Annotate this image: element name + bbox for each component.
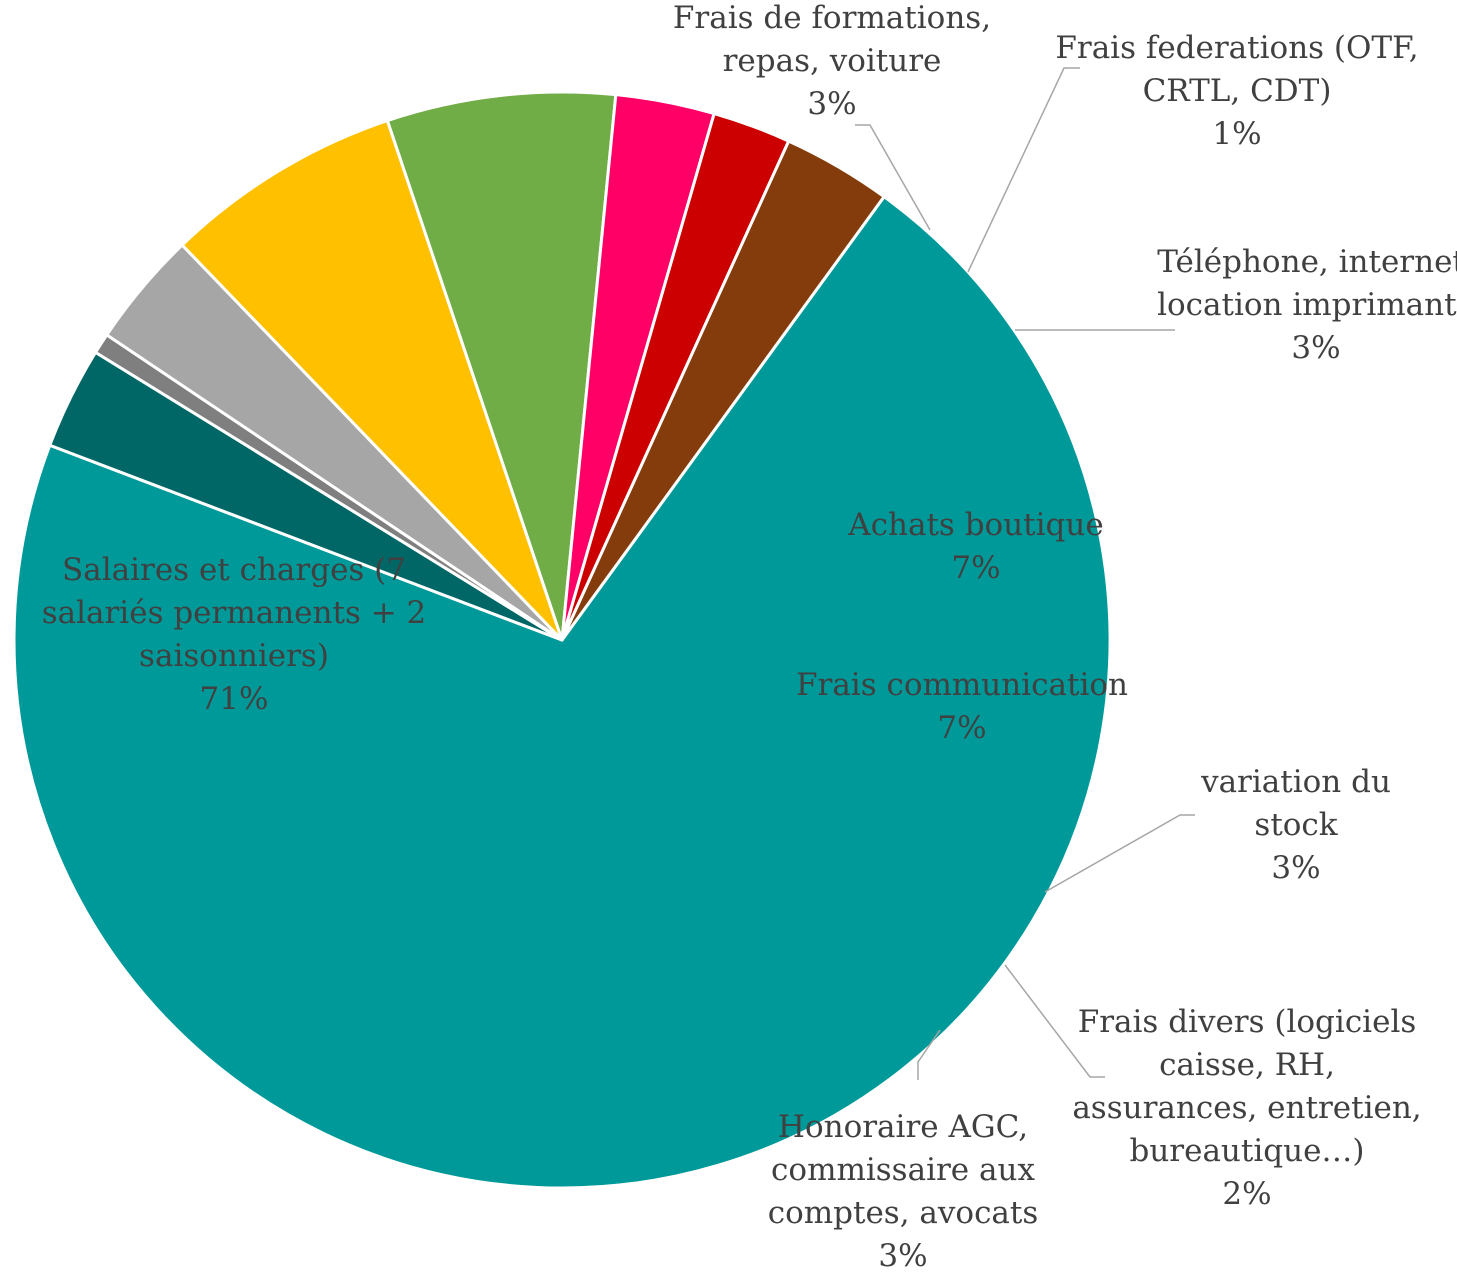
slice-label-line: location imprimante	[1157, 287, 1457, 323]
pie-slices	[12, 90, 1112, 1190]
slice-percent: 1%	[1212, 116, 1261, 152]
slice-percent: 7%	[951, 550, 1000, 586]
slice-percent: 7%	[937, 710, 986, 746]
slice-label-line: Frais divers (logiciels	[1078, 1004, 1417, 1040]
leader-line-2	[855, 124, 931, 231]
slice-label-line: saisonniers)	[139, 638, 329, 674]
leader-line-3	[967, 67, 1080, 273]
slice-label-2: Frais de formations, repas, voiture 3%	[673, 0, 991, 122]
slice-labels: Salaires et charges (7 salariés permanent…	[42, 0, 1457, 1274]
pie-slice-1	[12, 195, 1112, 1190]
slice-label-6: Frais communication 7%	[796, 667, 1128, 746]
leader-line-7	[1044, 814, 1195, 893]
slice-label-line: bureautique…)	[1129, 1133, 1364, 1169]
slice-label-3: Frais federations (OTF, CRTL, CDT) 1%	[1055, 30, 1418, 152]
slice-label-line: stock	[1254, 807, 1337, 843]
pie-slice-6	[385, 90, 618, 642]
slice-percent: 71%	[200, 681, 269, 717]
slice-percent: 3%	[807, 86, 856, 122]
leader-lines	[855, 67, 1195, 1080]
slice-label-line: caisse, RH,	[1159, 1047, 1335, 1083]
leader-line-8	[1004, 964, 1105, 1078]
slice-label-line: variation du	[1200, 764, 1391, 800]
slice-label-line: CRTL, CDT)	[1143, 73, 1332, 109]
slice-label-line: assurances, entretien,	[1072, 1090, 1421, 1126]
slice-label-line: Frais federations (OTF,	[1055, 30, 1418, 66]
slice-label-8: Frais divers (logiciels caisse, RH, assura…	[1072, 1004, 1421, 1212]
slice-percent: 2%	[1222, 1176, 1271, 1212]
slice-label-line: Achats boutique	[847, 507, 1103, 543]
slice-label-9: Honoraire AGC, commissaire aux comptes, av…	[768, 1109, 1039, 1274]
pie-slice-5	[180, 119, 564, 642]
slice-label-5: Achats boutique 7%	[847, 507, 1103, 586]
slice-label-4: Téléphone, internet, location imprimante 3…	[1157, 244, 1457, 366]
slice-label-line: Frais communication	[796, 667, 1128, 703]
slice-percent: 3%	[878, 1238, 927, 1274]
slice-label-line: Honoraire AGC,	[778, 1109, 1028, 1145]
slice-label-line: salariés permanents + 2	[42, 595, 427, 631]
slice-percent: 3%	[1291, 330, 1340, 366]
pie-slice-9	[560, 139, 886, 642]
slice-label-line: Téléphone, internet,	[1157, 244, 1457, 280]
slice-label-1: Salaires et charges (7 salariés permanent…	[42, 552, 427, 717]
slice-percent: 3%	[1271, 850, 1320, 886]
leader-line-9	[917, 1029, 941, 1080]
slice-label-line: Salaires et charges (7	[62, 552, 406, 588]
slice-label-line: Frais de formations,	[673, 0, 991, 36]
slice-label-7: variation du stock 3%	[1200, 764, 1391, 886]
slice-label-line: comptes, avocats	[768, 1195, 1039, 1231]
slice-label-line: repas, voiture	[723, 43, 942, 79]
slice-label-line: commissaire aux	[771, 1152, 1035, 1188]
